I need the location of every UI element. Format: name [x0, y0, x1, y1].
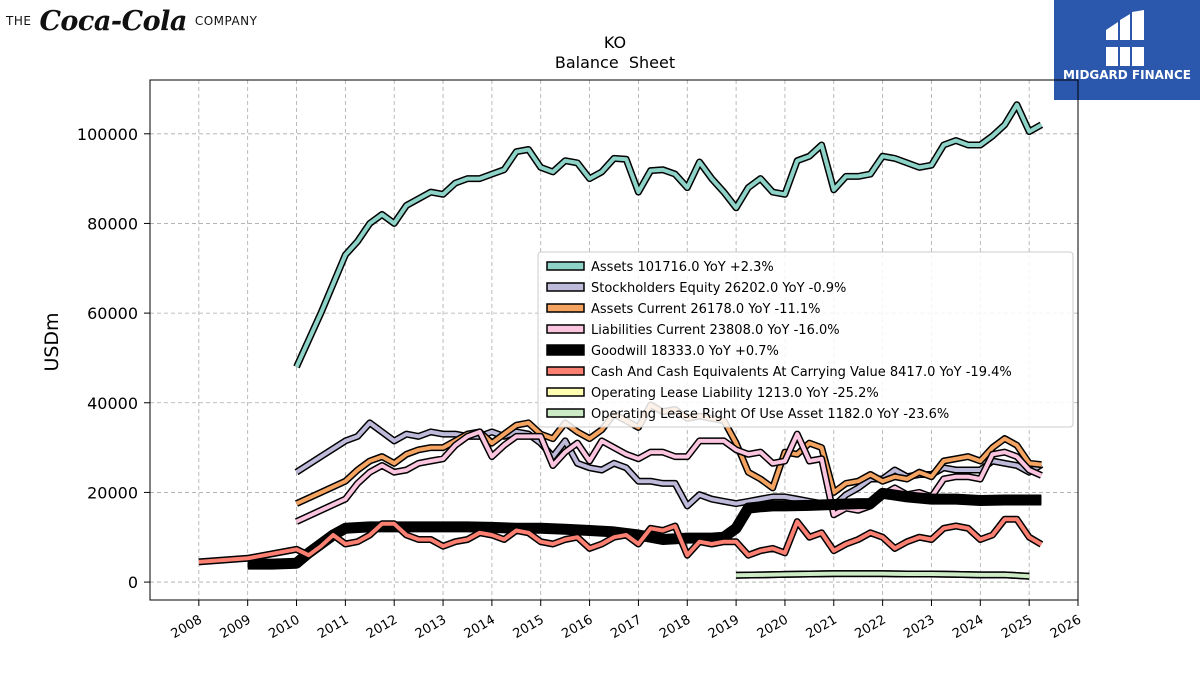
x-tick-label: 2024 — [950, 612, 986, 642]
brand-script-logo: Coca-Cola — [39, 5, 187, 37]
x-tick-label: 2026 — [1048, 612, 1084, 642]
legend-swatch — [546, 387, 585, 397]
coca-cola-company-logo: THE Coca-Cola COMPANY — [6, 4, 258, 38]
x-tick-label: 2016 — [559, 612, 595, 642]
x-tick-label: 2015 — [511, 612, 547, 642]
legend-swatch — [546, 261, 585, 271]
legend-label: Cash And Cash Equivalents At Carrying Va… — [591, 365, 1012, 380]
y-axis-label: USDm — [41, 312, 63, 371]
legend-swatch — [546, 344, 585, 356]
x-tick-label: 2014 — [462, 612, 498, 642]
x-tick-label: 2008 — [169, 612, 205, 642]
series-path — [736, 571, 1030, 579]
x-tick-label: 2009 — [218, 612, 254, 642]
legend-label: Stockholders Equity 26202.0 YoY -0.9% — [591, 281, 846, 296]
legend-label: Assets 101716.0 YoY +2.3% — [591, 260, 774, 275]
x-tick-label: 2010 — [266, 612, 302, 642]
midgard-logo-icon — [1102, 10, 1152, 66]
legend-swatch — [546, 366, 585, 376]
y-tick-label: 100000 — [77, 125, 138, 144]
legend-label: Liabilities Current 23808.0 YoY -16.0% — [591, 323, 840, 338]
y-tick-label: 40000 — [87, 394, 138, 413]
brand-suffix: COMPANY — [194, 14, 258, 28]
series-path — [247, 489, 1042, 569]
legend-label: Assets Current 26178.0 YoY -11.1% — [591, 302, 821, 317]
y-tick-label: 60000 — [87, 304, 138, 323]
chart-title: KO — [604, 33, 626, 52]
series-path — [198, 517, 1043, 564]
midgard-finance-logo: MIDGARD FINANCE — [1054, 0, 1200, 100]
series-line — [293, 101, 1044, 369]
legend-label: Operating Lease Liability 1213.0 YoY -25… — [591, 386, 879, 401]
legend-label: Goodwill 18333.0 YoY +0.7% — [591, 344, 779, 359]
x-tick-label: 2018 — [657, 612, 693, 642]
legend-swatch — [546, 408, 585, 418]
x-tick-label: 2017 — [608, 612, 644, 642]
legend-box — [537, 251, 1074, 428]
y-tick-label: 0 — [128, 573, 138, 592]
x-tick-label: 2013 — [413, 612, 449, 642]
legend-swatch — [546, 324, 585, 334]
x-tick-label: 2020 — [755, 612, 791, 642]
x-tick-label: 2012 — [364, 612, 400, 642]
legend-swatch — [546, 303, 585, 313]
x-tick-label: 2022 — [852, 612, 888, 642]
x-tick-label: 2019 — [706, 612, 742, 642]
y-tick-label: 80000 — [87, 214, 138, 233]
y-tick-label: 20000 — [87, 483, 138, 502]
legend-swatch — [546, 282, 585, 292]
series-layer — [198, 101, 1044, 580]
x-tick-label: 2023 — [901, 612, 937, 642]
legend: Assets 101716.0 YoY +2.3% Stockholders Eq… — [537, 251, 1074, 428]
brand-prefix: THE — [6, 14, 32, 28]
x-tick-label: 2021 — [804, 612, 840, 642]
x-tick-label: 2025 — [999, 612, 1035, 642]
series-line — [736, 570, 1030, 580]
chart-subtitle: Balance Sheet — [555, 53, 675, 72]
series-path — [294, 102, 1043, 368]
legend-label: Operating Lease Right Of Use Asset 1182.… — [591, 407, 949, 422]
series-line — [198, 515, 1044, 566]
plot-frame — [149, 79, 1079, 601]
watermark-text: MIDGARD FINANCE — [1063, 68, 1191, 82]
x-tick-label: 2011 — [315, 612, 351, 642]
series-line — [247, 487, 1042, 570]
